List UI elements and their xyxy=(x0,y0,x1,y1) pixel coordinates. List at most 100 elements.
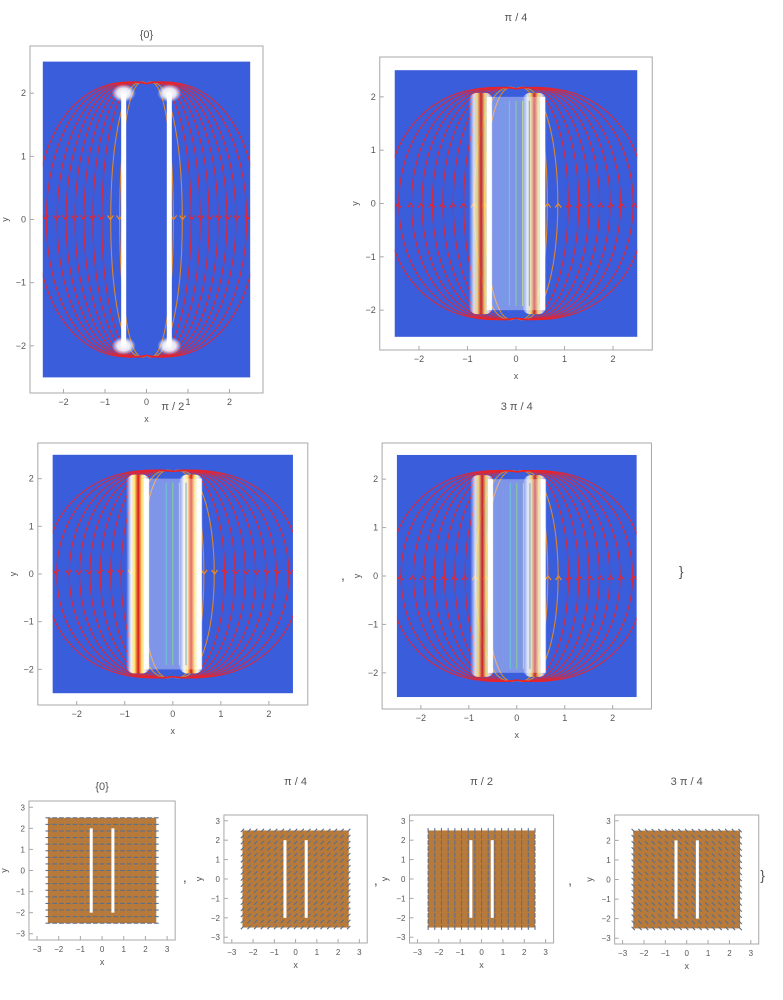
vector-arrow xyxy=(253,858,258,863)
vector-arrow xyxy=(326,907,331,912)
vector-arrow xyxy=(346,876,351,882)
plate-2 xyxy=(540,96,546,311)
streamline-arrow xyxy=(70,215,78,221)
vector-arrow xyxy=(651,889,656,894)
vector-arrow xyxy=(273,870,278,875)
streamlines xyxy=(396,470,637,682)
vector-arrow xyxy=(718,840,723,845)
panel-4: 3 π / 4 −2 −1 0 1 2 −2 −1 0 1 2 x y xyxy=(352,401,652,740)
vector-arrow xyxy=(260,852,265,857)
streamline xyxy=(146,81,248,358)
vector-arrow xyxy=(664,840,669,845)
axis-ticks: −2 −1 0 1 2 −2 −1 0 1 2 xyxy=(16,88,232,407)
vector-arrows xyxy=(427,828,536,930)
vector-arrow xyxy=(644,926,649,931)
x-tick-label: 0 xyxy=(684,949,689,958)
vector-arrow xyxy=(293,858,298,863)
vector-arrow xyxy=(644,895,649,900)
vector-arrow xyxy=(677,895,683,900)
y-tick-label: 0 xyxy=(215,875,220,884)
vector-arrow xyxy=(664,926,669,931)
plate-2 xyxy=(490,840,494,918)
vector-arrow xyxy=(273,883,278,888)
streamline-arrow xyxy=(106,569,114,575)
vector-arrow xyxy=(266,876,272,882)
vector-arrow xyxy=(320,907,325,912)
list-comma: , xyxy=(341,567,345,583)
vector-arrow xyxy=(260,870,265,875)
vector-arrow xyxy=(247,907,252,912)
vector-arrow xyxy=(300,864,305,869)
vector-arrow xyxy=(240,840,245,845)
x-tick-label: −1 xyxy=(270,948,280,957)
vector-arrow xyxy=(320,846,325,851)
streamline-arrow xyxy=(618,202,625,208)
vector-arrow xyxy=(724,828,729,833)
vector-arrow xyxy=(657,877,663,882)
x-tick-label: 2 xyxy=(143,945,148,954)
vector-arrow xyxy=(738,828,743,833)
plate-2 xyxy=(695,840,699,919)
vector-arrow xyxy=(631,920,636,925)
vector-arrow xyxy=(346,828,351,833)
vector-arrow xyxy=(340,907,345,912)
y-tick-label: 1 xyxy=(29,521,34,531)
vector-arrow xyxy=(651,871,656,876)
axis-ticks: −2 −1 0 1 2 −2 −1 0 1 2 xyxy=(24,474,272,719)
vector-arrow xyxy=(664,889,669,894)
streamline-arrow xyxy=(61,215,69,221)
vector-arrow xyxy=(313,913,318,918)
vector-arrow xyxy=(280,846,285,851)
streamline xyxy=(172,469,277,679)
vector-arrow xyxy=(253,925,258,930)
vector-arrow xyxy=(657,926,663,931)
vector-arrow xyxy=(704,834,709,839)
vector-arrow xyxy=(247,913,252,918)
vector-arrow xyxy=(260,883,265,888)
vector-arrow xyxy=(313,870,318,875)
vector-arrow xyxy=(698,859,703,864)
vector-arrow xyxy=(240,858,245,863)
vector-arrow xyxy=(684,883,689,888)
interior-haze xyxy=(489,96,543,311)
streamline xyxy=(394,86,517,321)
streamline-arrow xyxy=(617,575,625,581)
vector-arrow xyxy=(677,920,683,925)
vector-arrow xyxy=(711,846,716,851)
vector-arrow xyxy=(313,840,318,845)
vector-arrow xyxy=(671,853,676,858)
vector-arrow xyxy=(724,840,729,845)
vector-arrow xyxy=(718,871,723,876)
vector-arrow xyxy=(326,846,331,851)
vector-arrow xyxy=(711,871,716,876)
vector-arrow xyxy=(280,840,285,845)
panel-title: {0} xyxy=(140,29,154,41)
vector-arrow xyxy=(731,840,736,845)
vector-arrow xyxy=(724,834,729,839)
streamline xyxy=(516,470,637,682)
vector-arrow xyxy=(293,889,298,894)
x-tick-label: 0 xyxy=(144,397,149,407)
vector-arrow xyxy=(671,828,676,833)
vector-arrow xyxy=(260,907,265,912)
y-tick-label: 1 xyxy=(21,845,26,854)
vector-arrow xyxy=(313,858,318,863)
streamline-arrow xyxy=(197,215,205,221)
vector-arrow xyxy=(738,853,743,858)
plate-2 xyxy=(304,840,308,918)
vector-arrow xyxy=(731,853,736,858)
vector-arrow xyxy=(724,889,729,894)
y-tick-label: 2 xyxy=(371,92,376,102)
vector-arrow xyxy=(286,901,291,906)
vector-arrow xyxy=(266,895,272,900)
vector-arrow xyxy=(253,828,258,833)
vector-arrow xyxy=(273,889,278,894)
list-comma: , xyxy=(183,869,187,885)
streamline-arrow xyxy=(299,570,305,574)
vector-arrow xyxy=(346,883,351,888)
vector-arrow xyxy=(671,920,676,925)
vector-arrow xyxy=(240,919,245,924)
streamlines xyxy=(394,86,638,321)
streamline-arrow xyxy=(417,202,425,208)
streamline-arrow xyxy=(75,569,83,575)
